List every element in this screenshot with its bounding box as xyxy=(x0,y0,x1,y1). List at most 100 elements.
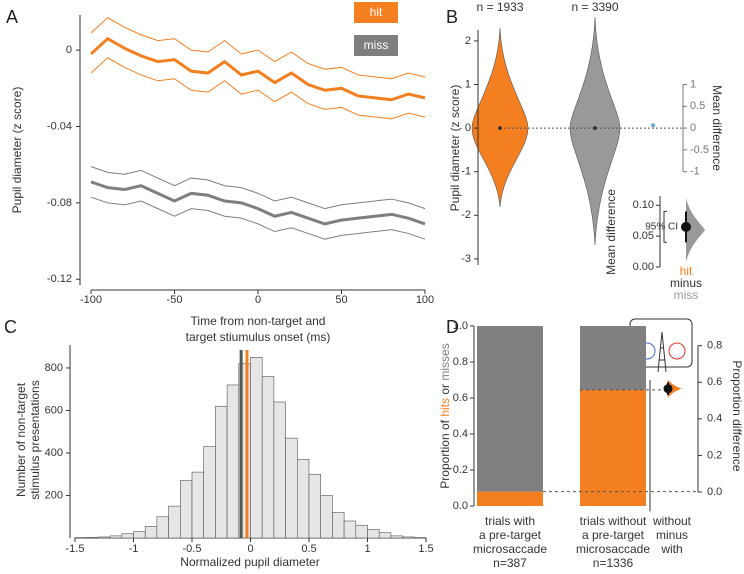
y2-tick-label: 0.4 xyxy=(707,413,722,425)
x-tick-label: n=387 xyxy=(493,556,527,570)
histogram-bar xyxy=(156,516,169,539)
legend-swatch xyxy=(354,2,398,23)
histogram-bar xyxy=(191,471,204,539)
x-tick-label: -1 xyxy=(129,543,139,555)
bar-segment xyxy=(477,326,543,492)
axis-label: Number of non-target xyxy=(14,382,28,497)
axis-label: stimulus presentations xyxy=(28,380,42,499)
y-tick-label: 0.8 xyxy=(453,356,468,368)
y-tick-label: 0.6 xyxy=(453,392,468,404)
ci-line xyxy=(90,17,426,80)
y2-tick-label: 0.8 xyxy=(707,340,722,352)
histogram-bar xyxy=(273,401,286,539)
inset-x-label: hit xyxy=(680,264,693,278)
histogram-bar xyxy=(180,480,193,539)
histogram-bar xyxy=(390,535,403,539)
inset-y-tick-label: 0.05 xyxy=(633,230,654,242)
x-tick-label: n=1336 xyxy=(593,556,634,570)
y-tick-label: 1.0 xyxy=(453,320,468,332)
histogram-bar xyxy=(402,536,415,539)
y-axis-label-part: hits xyxy=(438,398,452,417)
inset-y-tick-label: 0.00 xyxy=(633,261,654,273)
x-tick-label: -100 xyxy=(80,294,102,306)
x-tick-label: microsaccade xyxy=(473,542,547,556)
bootstrap-distribution xyxy=(686,198,705,262)
histogram-bar xyxy=(121,533,134,539)
panel-label: B xyxy=(446,7,458,27)
mean-line xyxy=(90,180,426,226)
y2-tick-label: -1 xyxy=(690,166,700,178)
difference-point xyxy=(663,384,673,394)
bar-segment xyxy=(477,491,543,506)
x-tick-label: 1 xyxy=(364,543,370,555)
ci-line xyxy=(90,196,426,240)
y-tick-label: -0.08 xyxy=(47,197,72,209)
panel-label: C xyxy=(4,317,17,337)
axis-label: Pupil diameter (z score) xyxy=(448,85,462,212)
y-tick-label: 0 xyxy=(465,122,471,134)
histogram-bar xyxy=(215,405,228,539)
ci-line xyxy=(90,166,426,210)
legend-label: miss xyxy=(364,38,389,52)
y-axis-label-part: or xyxy=(438,381,452,398)
x-axis-label: Normalized pupil diameter xyxy=(180,555,319,569)
panel-label: D xyxy=(446,317,459,337)
ci-label: 95% CI xyxy=(645,222,678,233)
x-tick-label: a pre-target xyxy=(479,528,542,542)
histogram-bar xyxy=(98,536,111,539)
y-tick-label: -1 xyxy=(461,166,471,178)
y-tick-label: 0 xyxy=(66,44,72,56)
panel-label: A xyxy=(6,7,18,27)
difference-label: minus xyxy=(656,528,688,542)
x-tick-label: trials without xyxy=(580,514,647,528)
histogram-bar xyxy=(343,520,357,539)
y-tick-label: 200 xyxy=(45,489,63,501)
histogram-bar xyxy=(226,384,240,539)
difference-label: with xyxy=(660,542,682,556)
histogram-bar xyxy=(332,512,345,539)
histogram-bar xyxy=(261,376,275,539)
x-tick-label: trials with xyxy=(485,514,535,528)
n-label: n = 3390 xyxy=(571,0,618,14)
y-tick-label: -0.12 xyxy=(47,273,72,285)
y2-tick-label: 0.0 xyxy=(707,486,722,498)
y-axis-label-part: Proportion of xyxy=(438,417,452,489)
y2-tick-label: 0 xyxy=(690,122,696,134)
legend-swatch xyxy=(354,35,398,56)
y2-tick-label: 1 xyxy=(690,78,696,90)
x-axis-label: Time from non-target and xyxy=(191,314,326,328)
ci-line xyxy=(90,57,426,120)
x-tick-label: a pre-target xyxy=(582,528,645,542)
histogram-bar xyxy=(367,529,380,539)
mean-difference-small xyxy=(651,123,655,128)
x-tick-label: microsaccade xyxy=(576,542,650,556)
axis-label: Pupil diameter (z score) xyxy=(10,87,24,214)
x-tick-label: -50 xyxy=(167,294,183,306)
bar-segment xyxy=(580,389,646,506)
y2-tick-label: -0.5 xyxy=(690,144,709,156)
y2-tick-label: 0.5 xyxy=(690,100,705,112)
x-tick-label: 1.5 xyxy=(418,543,433,555)
histogram-bar xyxy=(250,357,263,539)
x-tick-label: 0 xyxy=(247,543,253,555)
y-tick-label: -2 xyxy=(461,209,471,221)
histogram-bar xyxy=(320,495,333,539)
histogram-bar xyxy=(378,532,392,539)
y-tick-label: 0.2 xyxy=(453,464,468,476)
y-tick-label: 1 xyxy=(465,78,471,90)
legend-label: hit xyxy=(370,5,383,19)
violin-hit xyxy=(471,27,529,208)
y-tick-label: 800 xyxy=(45,362,63,374)
ci-bracket xyxy=(663,210,667,243)
histogram-bar xyxy=(296,459,310,539)
y-tick-label: -0.04 xyxy=(47,120,72,132)
bootstrap-distribution xyxy=(668,379,682,398)
x-tick-label: 0 xyxy=(255,294,261,306)
mean-line xyxy=(89,36,426,102)
y2-tick-label: 0.2 xyxy=(707,449,722,461)
x-tick-label: -1.5 xyxy=(66,543,85,555)
y-tick-label: 400 xyxy=(45,447,63,459)
difference-label: without xyxy=(652,514,692,528)
histogram-bar xyxy=(144,526,158,539)
violin-miss xyxy=(569,16,621,246)
